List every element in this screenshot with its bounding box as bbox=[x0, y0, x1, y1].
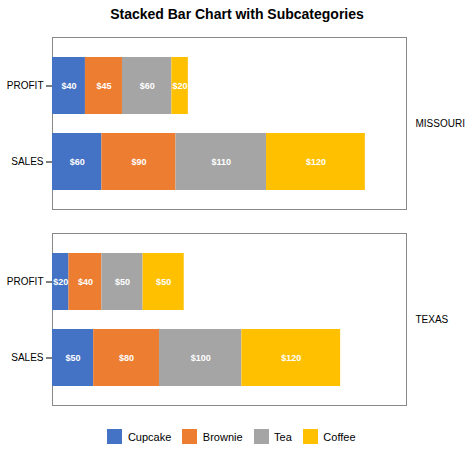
html-text:Cupcake: Cupcake bbox=[127, 430, 172, 443]
svg-text:$40: $40 bbox=[61, 81, 76, 91]
svg-text:PROFIT: PROFIT bbox=[7, 276, 44, 287]
svg-text:PROFIT: PROFIT bbox=[7, 80, 44, 91]
html-text:Stacked Bar Chart with Subcate: Stacked Bar Chart with Subcategories bbox=[110, 6, 364, 22]
svg-text:$45: $45 bbox=[96, 81, 111, 91]
svg-text:$120: $120 bbox=[306, 157, 326, 167]
svg-text:$110: $110 bbox=[212, 157, 232, 167]
svg-text:SALES: SALES bbox=[11, 156, 44, 167]
svg-text:$60: $60 bbox=[140, 81, 155, 91]
svg-text:$50: $50 bbox=[156, 277, 171, 287]
svg-text:$40: $40 bbox=[78, 277, 93, 287]
svg-text:$60: $60 bbox=[70, 157, 85, 167]
svg-text:$20: $20 bbox=[173, 81, 188, 91]
svg-text:$20: $20 bbox=[53, 277, 68, 287]
svg-text:MISSOURI: MISSOURI bbox=[416, 118, 465, 129]
svg-text:$100: $100 bbox=[191, 353, 211, 363]
svg-text:$80: $80 bbox=[119, 353, 134, 363]
html-text:Brownie: Brownie bbox=[202, 430, 243, 443]
svg-text:$120: $120 bbox=[281, 353, 301, 363]
html-text:Coffee: Coffee bbox=[323, 430, 356, 443]
svg-text:$90: $90 bbox=[131, 157, 146, 167]
svg-text:$50: $50 bbox=[115, 277, 130, 287]
svg-text:TEXAS: TEXAS bbox=[416, 314, 449, 325]
svg-text:SALES: SALES bbox=[11, 352, 44, 363]
svg-text:$50: $50 bbox=[66, 353, 81, 363]
html-text:Tea: Tea bbox=[274, 430, 292, 443]
